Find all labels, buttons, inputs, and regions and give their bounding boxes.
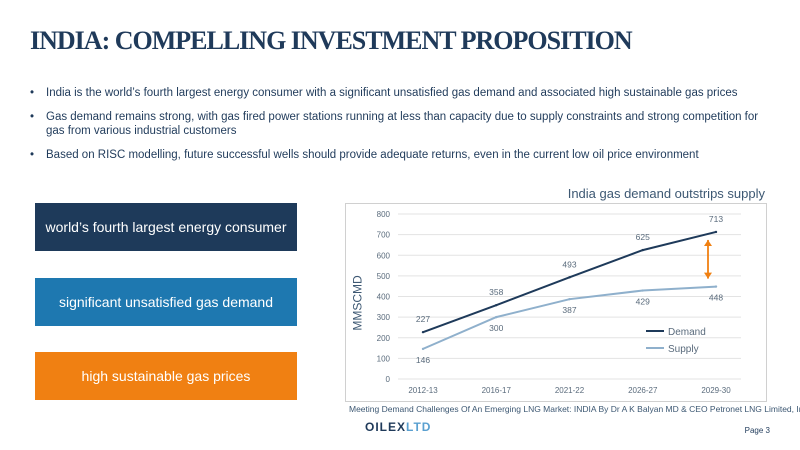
bullet-item: Gas demand remains strong, with gas fire… xyxy=(30,110,770,138)
y-tick-label: 0 xyxy=(386,375,391,384)
series-line-supply xyxy=(422,285,717,350)
x-tick-label: 2021-22 xyxy=(555,386,585,395)
y-tick-label: 700 xyxy=(377,231,391,240)
data-label: 448 xyxy=(709,293,723,303)
bullet-item: India is the world’s fourth largest ener… xyxy=(30,86,770,100)
data-point-supply xyxy=(568,297,571,301)
highlight-box-unsatisfied-demand: significant unsatisfied gas demand xyxy=(35,278,297,326)
page-number: Page 3 xyxy=(744,426,770,435)
data-point-supply xyxy=(641,289,644,292)
gap-arrow-head-up xyxy=(704,239,712,246)
y-tick-label: 500 xyxy=(377,272,391,281)
bullet-item: Based on RISC modelling, future successf… xyxy=(30,148,770,162)
x-tick-label: 2026-27 xyxy=(628,386,658,395)
data-label: 300 xyxy=(489,323,503,333)
legend-label: Supply xyxy=(668,344,699,355)
legend-label: Demand xyxy=(668,327,706,338)
bullet-list: India is the world’s fourth largest ener… xyxy=(30,86,770,172)
data-label: 429 xyxy=(636,297,650,307)
data-point-demand xyxy=(421,330,425,334)
gap-arrow-head-down xyxy=(704,272,712,279)
data-point-demand xyxy=(495,303,498,307)
data-point-demand xyxy=(568,276,571,279)
logo-main-text: OILEX xyxy=(365,420,407,434)
data-point-supply xyxy=(714,285,718,288)
source-citation: Meeting Demand Challenges Of An Emerging… xyxy=(349,404,800,414)
data-label: 493 xyxy=(562,259,576,269)
data-label: 625 xyxy=(636,232,650,242)
data-label: 713 xyxy=(709,214,723,224)
x-tick-label: 2012-13 xyxy=(408,386,438,395)
data-label: 227 xyxy=(416,314,430,324)
data-point-supply xyxy=(495,315,498,319)
chart-title: India gas demand outstrips supply xyxy=(567,186,765,201)
x-tick-label: 2029-30 xyxy=(701,386,731,395)
data-point-demand xyxy=(641,248,644,252)
data-label: 358 xyxy=(489,287,503,297)
data-point-supply xyxy=(421,347,425,351)
y-tick-label: 800 xyxy=(377,210,391,219)
highlight-box-energy-consumer: world’s fourth largest energy consumer xyxy=(35,203,297,251)
chart-frame: 0 100 200 300 400 500 600 700 800 2012-13 2016-17 2… xyxy=(345,203,767,402)
page-title: INDIA: COMPELLING INVESTMENT PROPOSITION xyxy=(30,26,633,55)
y-tick-label: 600 xyxy=(377,251,391,260)
company-logo: OILEXLTD xyxy=(365,420,431,434)
y-tick-label: 400 xyxy=(377,293,391,302)
logo-accent-text: LTD xyxy=(406,420,432,434)
y-tick-label: 200 xyxy=(377,334,391,343)
line-chart: 0 100 200 300 400 500 600 700 800 2012-13 2016-17 2… xyxy=(377,210,741,395)
y-axis-label: MMSCMD xyxy=(350,275,365,331)
data-label: 146 xyxy=(416,355,430,365)
data-label: 387 xyxy=(562,305,576,315)
y-tick-label: 300 xyxy=(377,313,391,322)
highlight-box-gas-prices: high sustainable gas prices xyxy=(35,352,297,400)
x-tick-label: 2016-17 xyxy=(482,386,512,395)
y-tick-label: 100 xyxy=(377,354,391,363)
data-point-demand xyxy=(714,230,718,234)
